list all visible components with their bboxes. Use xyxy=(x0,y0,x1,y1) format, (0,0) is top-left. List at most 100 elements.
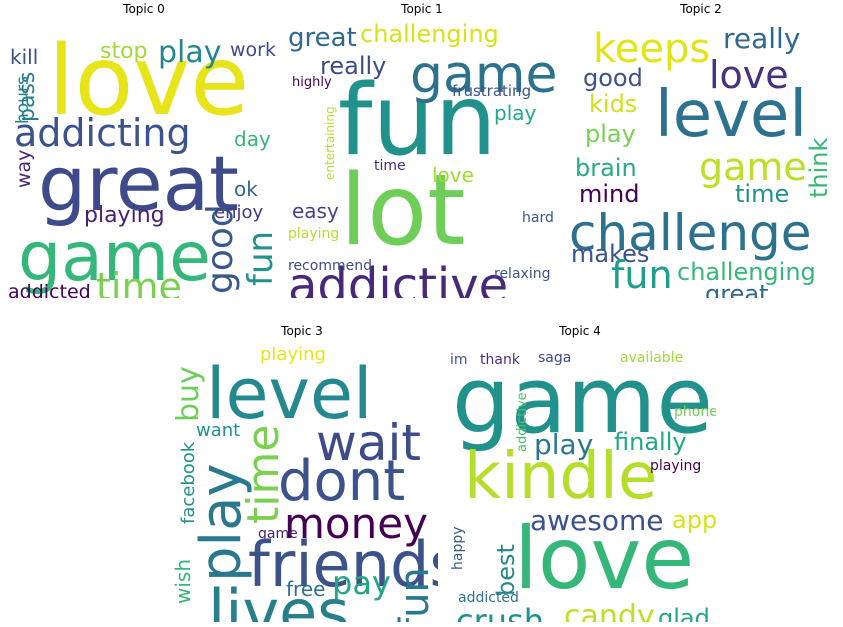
cloud-word: fun xyxy=(611,253,673,297)
cloud-word: think xyxy=(805,138,833,199)
word-cloud: level playing buy wait dont time money p… xyxy=(166,340,438,622)
word-cloud: love great game addicting time good fun … xyxy=(8,18,280,298)
cloud-word: level xyxy=(206,353,372,435)
word-cloud: keeps really love level good kids play g… xyxy=(565,18,837,298)
cloud-word: mind xyxy=(579,180,640,208)
cloud-word: glad xyxy=(658,604,710,622)
cloud-word: addictive xyxy=(288,258,508,298)
cloud-word: level xyxy=(655,78,807,152)
panel-topic-2: Topic 2 keeps really love level good kid… xyxy=(565,2,837,298)
cloud-word: addicted xyxy=(8,281,91,298)
panel-topic-1: Topic 1 fun lot addictive game great cha… xyxy=(286,2,558,298)
cloud-word: love xyxy=(709,53,789,97)
cloud-word: love xyxy=(514,509,694,609)
cloud-word: challenging xyxy=(677,258,816,286)
cloud-word: lot xyxy=(340,154,466,268)
cloud-word: play xyxy=(585,120,636,148)
panel-topic-3: Topic 3 level playing buy wait dont time… xyxy=(166,324,438,622)
cloud-word: frustrating xyxy=(452,82,531,100)
cloud-word: addicted xyxy=(458,590,519,606)
cloud-word: wait xyxy=(316,414,421,472)
cloud-word: play xyxy=(494,101,537,125)
cloud-word: crush xyxy=(456,602,544,622)
cloud-word: best xyxy=(492,544,520,596)
cloud-word: lives xyxy=(208,576,350,622)
cloud-word: buy xyxy=(171,366,206,422)
cloud-word: pass xyxy=(15,72,40,122)
cloud-word: hours xyxy=(13,76,33,124)
panel-title: Topic 3 xyxy=(281,324,323,338)
cloud-word: money xyxy=(284,499,428,548)
cloud-word: playing xyxy=(288,226,339,242)
cloud-word: enjoy xyxy=(214,202,263,223)
cloud-word: play xyxy=(189,463,254,582)
cloud-word: brain xyxy=(575,154,637,182)
cloud-word: hard xyxy=(522,210,554,226)
cloud-word: great xyxy=(38,139,239,228)
cloud-word: relaxing xyxy=(494,266,550,282)
cloud-word: game xyxy=(410,45,558,105)
panel-topic-4: Topic 4 game im thank saga available kin… xyxy=(444,324,716,622)
cloud-word: phone xyxy=(674,404,716,420)
cloud-word: work xyxy=(230,39,276,61)
cloud-word: stop xyxy=(100,39,148,64)
cloud-word: highly xyxy=(292,75,332,90)
panel-title: Topic 0 xyxy=(123,2,165,16)
cloud-word: fun xyxy=(392,567,438,622)
cloud-word: game xyxy=(258,526,298,542)
cloud-word: entertaining xyxy=(323,106,337,180)
cloud-word: available xyxy=(620,350,683,366)
cloud-word: im xyxy=(450,352,468,368)
cloud-word: easy xyxy=(292,199,339,223)
cloud-word: game xyxy=(452,347,713,454)
cloud-word: playing xyxy=(260,344,326,365)
cloud-word: fun xyxy=(338,64,497,178)
cloud-word: really xyxy=(723,22,800,55)
panel-title: Topic 1 xyxy=(401,2,443,16)
cloud-word: finally xyxy=(614,428,687,456)
cloud-word: makes xyxy=(571,240,649,268)
cloud-word: play xyxy=(534,428,593,461)
word-cloud: game im thank saga available kindle play… xyxy=(444,340,716,622)
panel-title: Topic 2 xyxy=(680,2,722,16)
cloud-word: challenge xyxy=(569,204,812,262)
panel-topic-0: Topic 0 love great game addicting time g… xyxy=(8,2,280,298)
cloud-word: dont xyxy=(278,449,405,514)
cloud-word: playing xyxy=(84,203,165,228)
cloud-word: friends xyxy=(248,528,438,601)
cloud-word: kids xyxy=(589,90,637,118)
cloud-word: app xyxy=(672,506,716,534)
cloud-word: kindle xyxy=(464,440,657,514)
cloud-word: facebook xyxy=(178,441,199,524)
cloud-word: time xyxy=(96,265,182,298)
cloud-word: want xyxy=(196,420,240,441)
cloud-word: love xyxy=(48,25,249,137)
cloud-word: day xyxy=(234,127,271,151)
cloud-word: keeps xyxy=(593,26,710,72)
cloud-word: wish xyxy=(171,559,195,604)
cloud-word: great xyxy=(705,280,768,298)
cloud-word: addicting xyxy=(14,111,191,155)
word-cloud: fun lot addictive game great challenging… xyxy=(286,18,558,298)
panel-title: Topic 4 xyxy=(559,324,601,338)
cloud-word: time xyxy=(374,158,406,174)
cloud-word: time xyxy=(735,180,789,208)
cloud-word: awesome xyxy=(530,504,664,537)
cloud-word: really xyxy=(320,52,386,80)
cloud-word: game xyxy=(699,145,807,189)
cloud-word: recommend xyxy=(288,258,372,274)
cloud-word: kill xyxy=(10,45,38,69)
cloud-word: game xyxy=(18,218,211,297)
cloud-word: ok xyxy=(234,177,258,201)
cloud-word: candy xyxy=(564,599,655,622)
cloud-word: love xyxy=(432,163,474,187)
cloud-word: playing xyxy=(650,458,701,474)
cloud-word: saga xyxy=(538,350,571,366)
cloud-word: pay xyxy=(332,564,391,602)
cloud-word: play xyxy=(158,35,222,70)
cloud-word: good xyxy=(583,64,643,92)
cloud-word: challenging xyxy=(360,20,499,48)
cloud-word: time xyxy=(238,425,289,524)
cloud-word: good xyxy=(200,204,241,294)
cloud-word: way xyxy=(13,150,35,188)
